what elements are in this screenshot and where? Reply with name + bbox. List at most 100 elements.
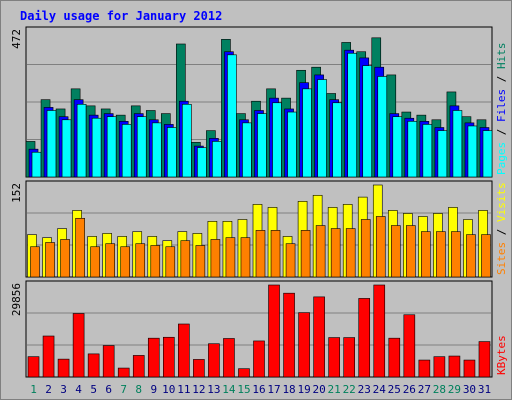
- bar-kbytes-day-11: [178, 323, 190, 378]
- bar-pages-day-26: [407, 121, 418, 178]
- bar-sites-day-19: [300, 230, 311, 278]
- day-label-12: 12: [192, 383, 205, 396]
- bar-pages-day-13: [212, 141, 222, 178]
- bar-pages-day-19: [302, 88, 312, 178]
- bar-pages-day-22: [347, 52, 357, 178]
- bar-kbytes-day-18: [283, 292, 295, 378]
- panel-kbytes-ymax-label: 29856: [10, 283, 23, 316]
- bar-kbytes-day-1: [27, 356, 40, 378]
- bar-sites-day-26: [406, 225, 416, 278]
- bar-sites-day-15: [240, 237, 251, 278]
- day-label-7: 7: [120, 383, 127, 396]
- panel-pages-files-hits-legend: Pages / Files / Hits: [495, 43, 508, 176]
- bar-sites-day-30: [466, 234, 476, 278]
- bar-kbytes-day-13: [208, 343, 220, 378]
- bar-kbytes-day-5: [87, 353, 100, 378]
- day-label-6: 6: [105, 383, 112, 396]
- bar-kbytes-day-21: [328, 337, 340, 378]
- bar-sites-day-12: [195, 245, 206, 278]
- bar-sites-day-13: [210, 239, 221, 278]
- bar-sites-day-6: [105, 243, 115, 278]
- bar-sites-day-11: [180, 240, 191, 278]
- legend-entry: /: [495, 222, 508, 242]
- bar-pages-day-25: [392, 116, 403, 178]
- bar-pages-day-8: [136, 116, 147, 178]
- day-label-28: 28: [433, 383, 446, 396]
- bar-pages-day-30: [467, 125, 478, 178]
- day-label-8: 8: [135, 383, 142, 396]
- legend-entry: Visits: [495, 182, 508, 222]
- bar-sites-day-9: [150, 245, 161, 278]
- day-label-29: 29: [448, 383, 461, 396]
- day-label-19: 19: [297, 383, 310, 396]
- bar-kbytes-day-28: [433, 356, 446, 378]
- bar-pages-day-14: [227, 54, 237, 178]
- bar-sites-day-27: [421, 231, 431, 278]
- bar-sites-day-22: [345, 228, 356, 278]
- bar-pages-day-18: [287, 111, 297, 178]
- day-label-11: 11: [177, 383, 190, 396]
- day-label-10: 10: [162, 383, 175, 396]
- day-label-30: 30: [463, 383, 476, 396]
- panel-pages-files-hits-ymax-label: 472: [10, 29, 23, 49]
- bar-pages-day-6: [106, 116, 117, 178]
- bar-pages-day-28: [437, 130, 448, 178]
- bar-kbytes-day-6: [102, 345, 115, 378]
- bar-kbytes-day-20: [313, 296, 325, 378]
- day-label-1: 1: [30, 383, 37, 396]
- bar-kbytes-day-23: [358, 298, 371, 378]
- day-label-31: 31: [478, 383, 491, 396]
- bar-pages-day-3: [61, 119, 72, 178]
- legend-entry: /: [495, 69, 508, 89]
- bar-sites-day-10: [165, 246, 176, 278]
- bar-pages-day-16: [257, 113, 267, 178]
- bar-sites-day-7: [120, 246, 131, 278]
- bar-sites-day-1: [30, 246, 40, 278]
- bar-kbytes-day-8: [132, 355, 145, 378]
- bar-kbytes-day-30: [463, 359, 476, 378]
- bar-pages-day-4: [76, 104, 87, 178]
- bar-pages-day-23: [362, 65, 373, 178]
- bar-pages-day-15: [242, 122, 252, 178]
- bar-kbytes-day-12: [193, 359, 205, 378]
- bar-kbytes-day-15: [238, 368, 250, 378]
- bar-pages-day-10: [167, 127, 177, 178]
- day-label-9: 9: [150, 383, 157, 396]
- bar-pages-day-11: [182, 104, 192, 178]
- bar-kbytes-day-9: [147, 337, 160, 378]
- bar-kbytes-day-19: [298, 312, 310, 378]
- bar-kbytes-day-14: [223, 338, 235, 378]
- bar-pages-day-1: [31, 151, 42, 178]
- day-label-3: 3: [60, 383, 67, 396]
- bar-pages-day-2: [46, 110, 57, 178]
- day-label-25: 25: [388, 383, 401, 396]
- chart-title: Daily usage for January 2012: [20, 9, 223, 23]
- bar-kbytes-day-3: [57, 358, 70, 378]
- day-label-22: 22: [343, 383, 356, 396]
- bar-sites-day-31: [481, 234, 491, 278]
- bar-kbytes-day-24: [373, 284, 386, 378]
- day-label-5: 5: [90, 383, 97, 396]
- bar-pages-day-24: [377, 76, 388, 178]
- panel-kbytes-legend: KBytes: [495, 335, 508, 375]
- legend-entry: Files: [495, 89, 508, 122]
- day-label-14: 14: [222, 383, 236, 396]
- legend-entry: /: [495, 122, 508, 142]
- day-label-26: 26: [403, 383, 416, 396]
- bar-kbytes-day-31: [478, 341, 491, 378]
- bar-kbytes-day-26: [403, 314, 416, 378]
- bar-sites-day-20: [315, 225, 326, 278]
- bar-sites-day-29: [451, 231, 461, 278]
- bar-pages-day-31: [482, 130, 493, 178]
- bar-kbytes-day-27: [418, 359, 431, 378]
- legend-entry: KBytes: [495, 335, 508, 375]
- day-label-4: 4: [75, 383, 82, 396]
- bar-kbytes-day-10: [163, 336, 175, 378]
- bar-sites-day-24: [375, 216, 386, 278]
- legend-entry: Hits: [495, 43, 508, 70]
- bar-sites-day-2: [45, 242, 55, 278]
- panel-visits-sites-legend: Sites / Visits: [495, 182, 508, 275]
- bar-pages-day-5: [91, 117, 102, 178]
- bar-sites-day-5: [90, 246, 100, 278]
